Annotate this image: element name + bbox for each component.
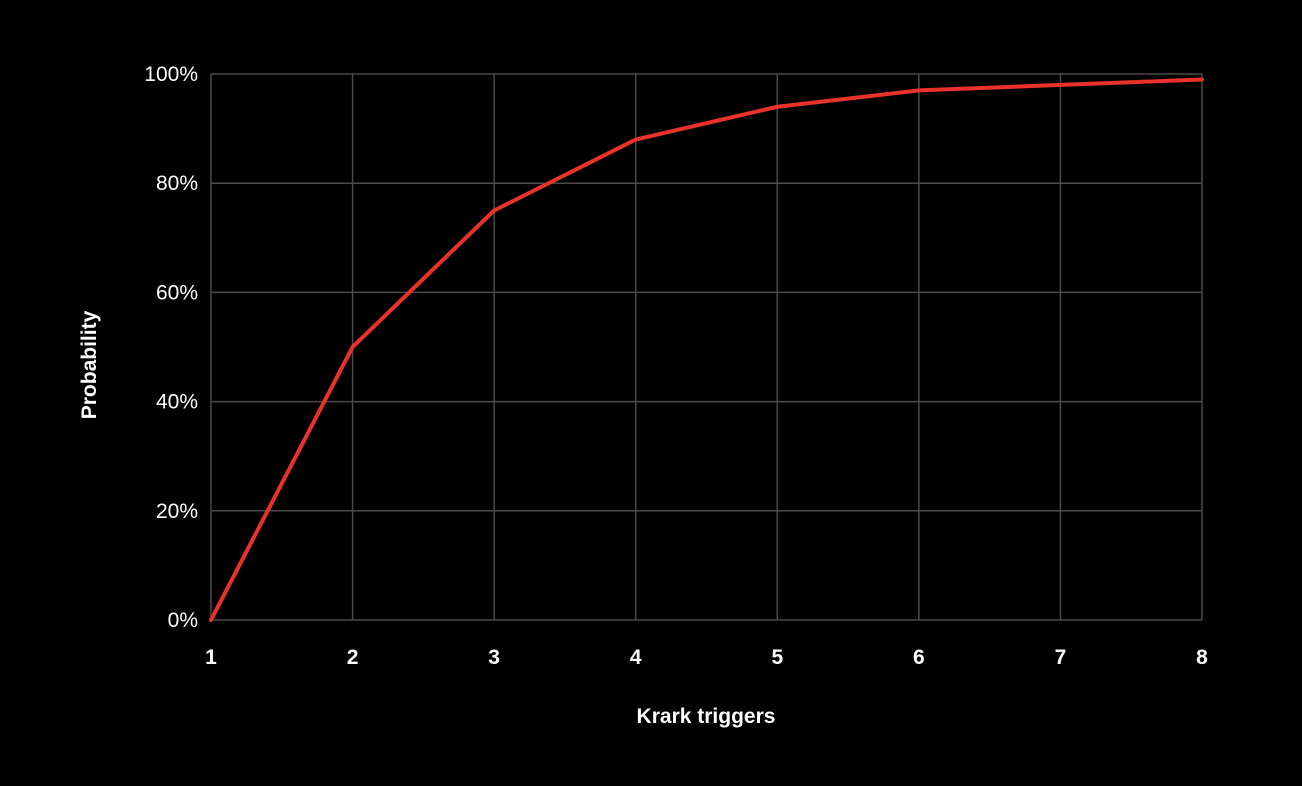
x-tick-label: 8 (1196, 646, 1208, 669)
x-tick-label: 7 (1055, 646, 1067, 669)
y-tick-label: 60% (156, 281, 198, 304)
x-axis-ticks: 1 2 3 4 5 6 7 8 (205, 646, 1208, 669)
x-tick-label: 6 (913, 646, 925, 669)
series-line (209, 77, 1204, 622)
y-axis-title: Probability (78, 310, 101, 419)
y-tick-label: 20% (156, 500, 198, 523)
y-axis-ticks: 0% 20% 40% 60% 80% 100% (144, 63, 198, 632)
x-tick-label: 2 (347, 646, 359, 669)
y-tick-label: 80% (156, 172, 198, 195)
y-tick-label: 100% (144, 63, 198, 86)
y-tick-label: 0% (168, 609, 198, 632)
y-tick-label: 40% (156, 391, 198, 414)
x-axis-title: Krark triggers (637, 705, 776, 728)
series-lines (209, 77, 1204, 622)
x-tick-label: 1 (205, 646, 217, 669)
x-tick-label: 3 (488, 646, 500, 669)
x-tick-label: 5 (771, 646, 783, 669)
grid (210, 73, 1203, 621)
x-tick-label: 4 (630, 646, 642, 669)
